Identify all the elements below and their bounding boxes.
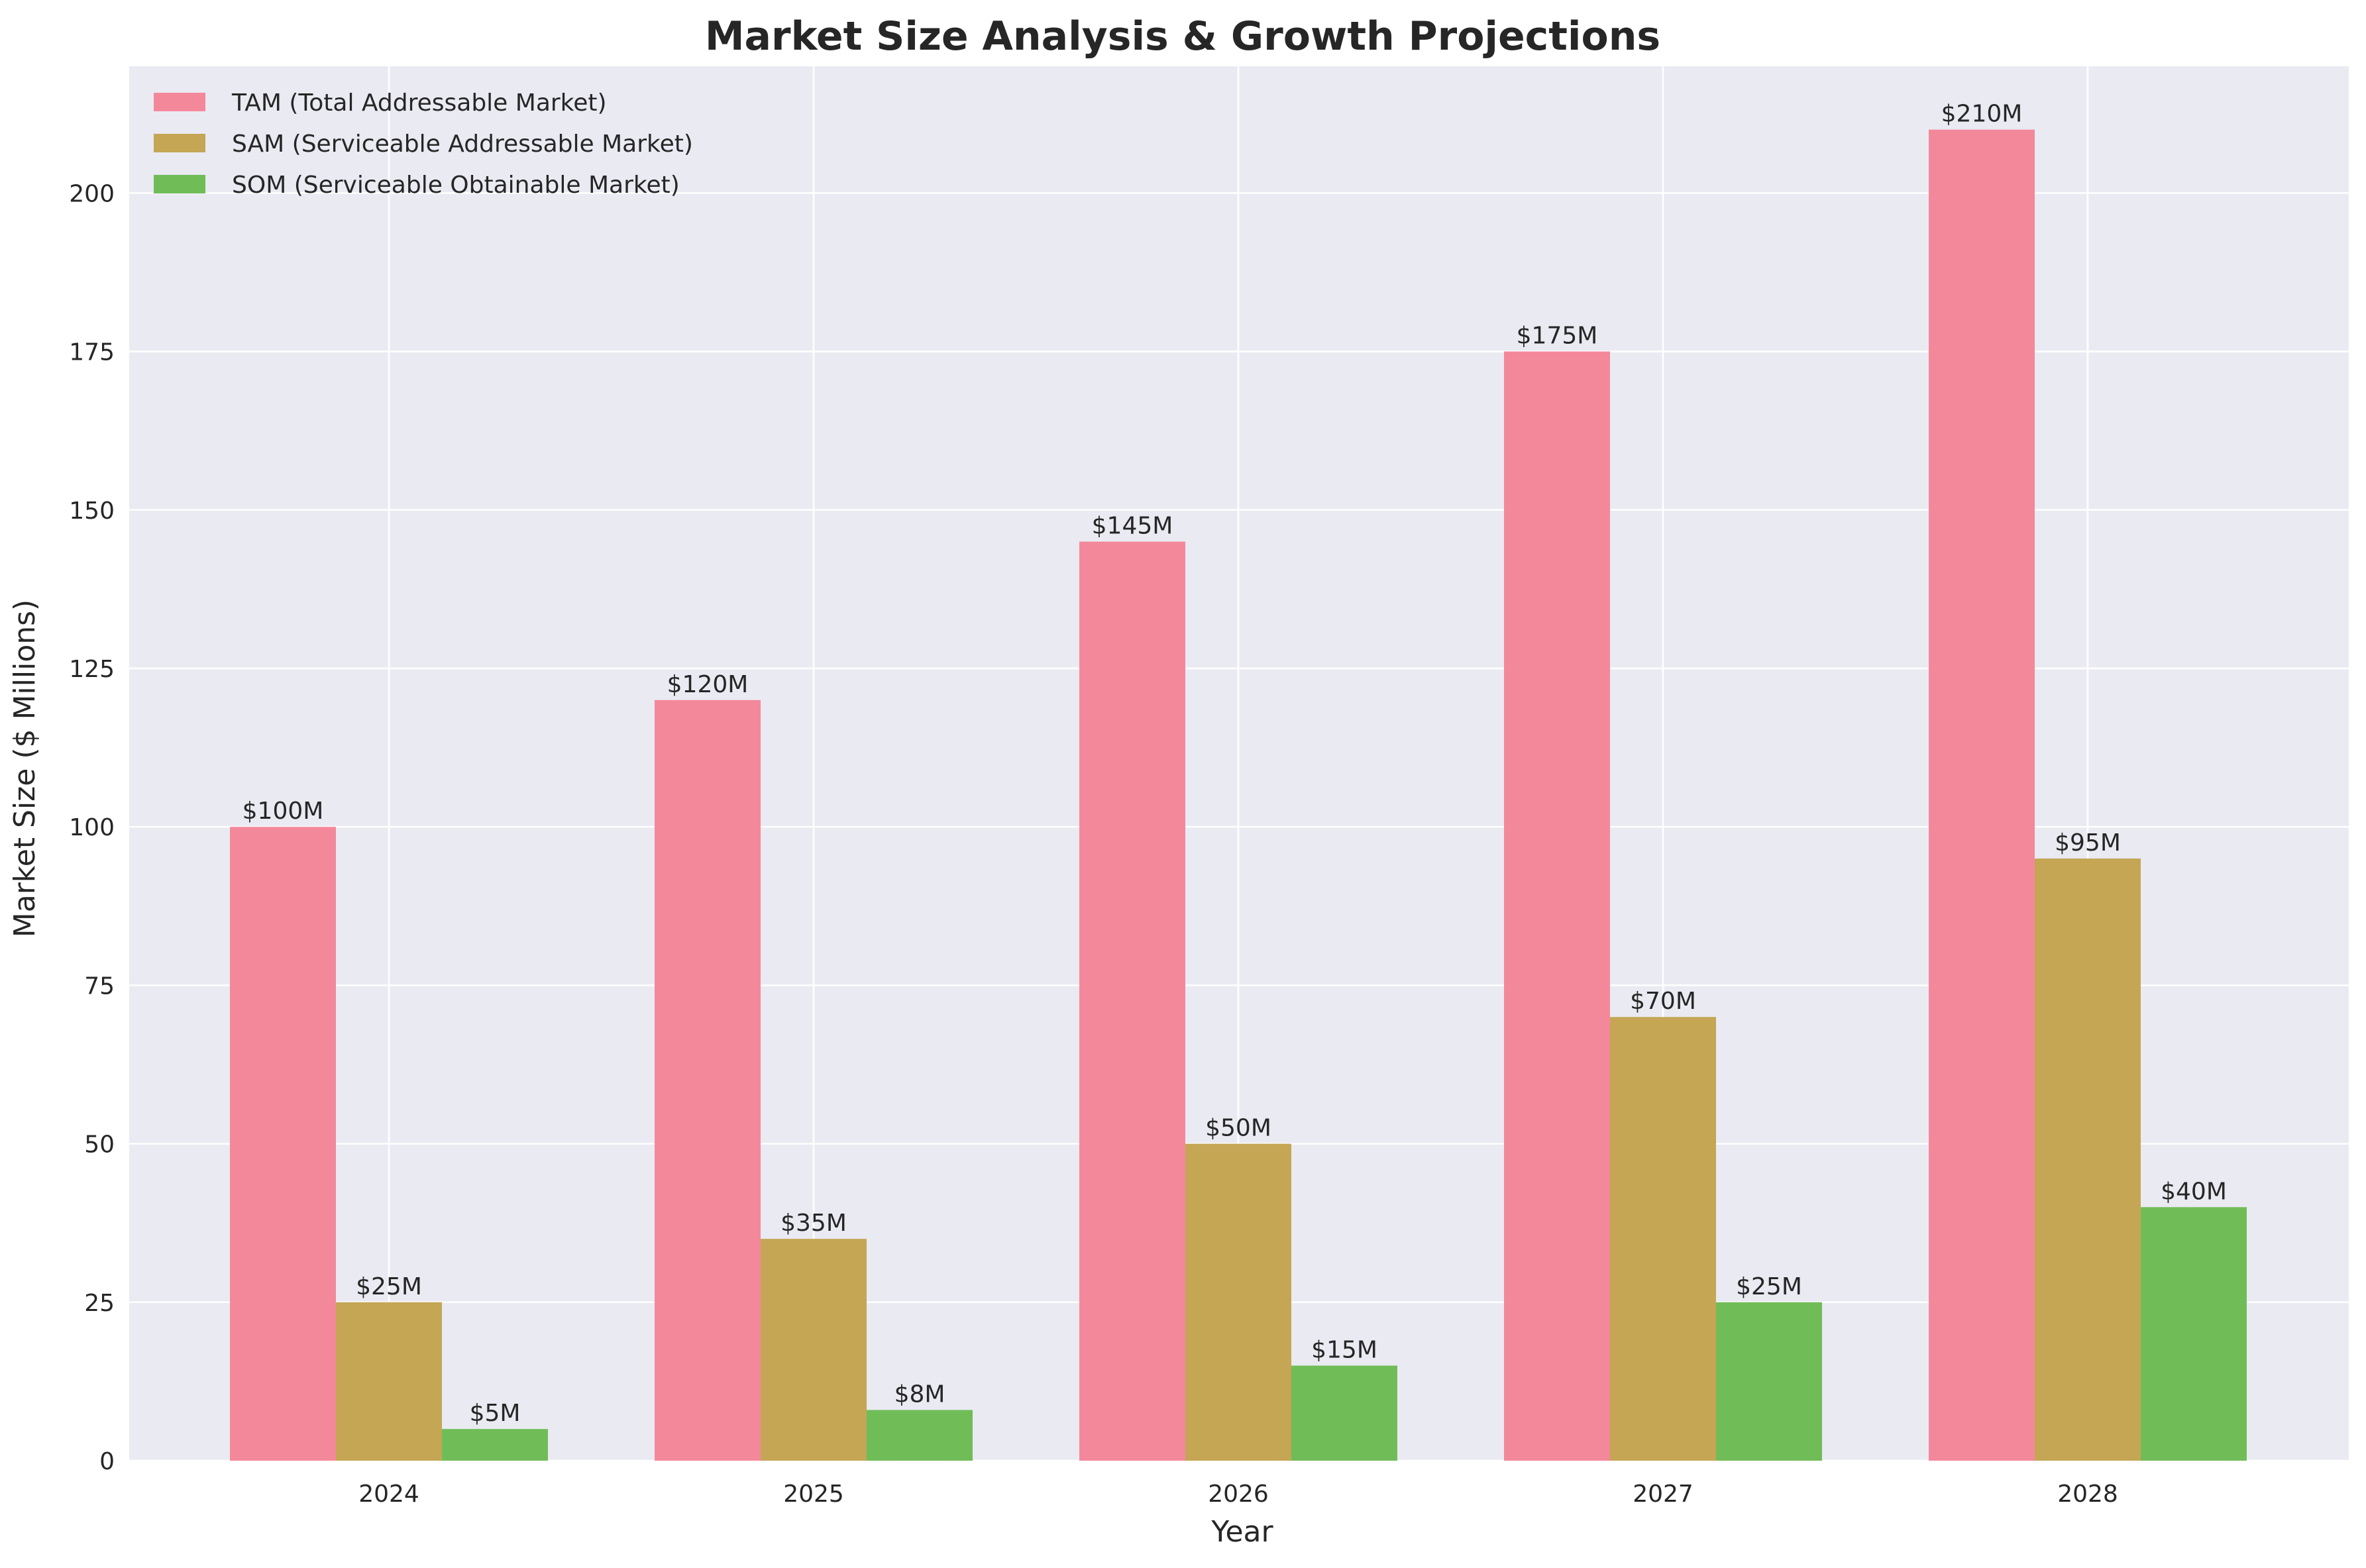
- legend-label: SOM (Serviceable Obtainable Market): [232, 172, 680, 199]
- bar-sam-2024: [336, 1302, 442, 1461]
- legend-swatch: [154, 93, 205, 111]
- y-tick-label: 0: [99, 1448, 115, 1475]
- data-label: $95M: [2055, 829, 2121, 857]
- bar-tam-2027: [1504, 351, 1610, 1461]
- x-tick-label: 2026: [1208, 1481, 1269, 1508]
- legend-swatch: [154, 175, 205, 193]
- legend-label: TAM (Total Addressable Market): [231, 89, 607, 117]
- x-tick-label: 2027: [1633, 1481, 1694, 1508]
- bars: [230, 129, 2247, 1461]
- data-label: $5M: [470, 1400, 521, 1427]
- bar-tam-2026: [1079, 541, 1185, 1461]
- bar-tam-2028: [1929, 129, 2035, 1461]
- data-label: $15M: [1311, 1336, 1377, 1363]
- data-labels: $100M $120M $145M $175M $210M $25M $35M $50M $70…: [242, 101, 2227, 1427]
- data-label: $210M: [1941, 101, 2023, 128]
- data-label: $70M: [1630, 988, 1696, 1015]
- y-tick-label: 200: [69, 180, 115, 207]
- data-label: $35M: [780, 1210, 847, 1237]
- bar-som-2028: [2141, 1207, 2247, 1461]
- bar-sam-2026: [1185, 1143, 1291, 1461]
- y-tick-label: 25: [84, 1290, 115, 1317]
- legend-label: SAM (Serviceable Addressable Market): [232, 131, 693, 158]
- x-tick-label: 2028: [2057, 1481, 2118, 1508]
- data-label: $40M: [2161, 1178, 2227, 1205]
- chart-title: Market Size Analysis & Growth Projection…: [705, 13, 1660, 60]
- bar-som-2025: [867, 1410, 973, 1461]
- y-tick-label: 100: [69, 814, 115, 841]
- bar-som-2024: [442, 1429, 548, 1461]
- bar-tam-2025: [655, 700, 761, 1461]
- y-axis-label: Market Size ($ Millions): [8, 600, 42, 937]
- data-label: $145M: [1092, 513, 1173, 540]
- bar-sam-2027: [1610, 1017, 1716, 1461]
- bar-sam-2028: [2035, 859, 2141, 1461]
- y-tick-label: 50: [84, 1131, 115, 1159]
- data-label: $120M: [667, 671, 749, 698]
- data-label: $175M: [1517, 323, 1598, 350]
- x-tick-labels: 2024 2025 2026 2027 2028: [358, 1481, 2118, 1508]
- legend: TAM (Total Addressable Market) SAM (Servi…: [154, 89, 693, 199]
- x-axis-label: Year: [1210, 1515, 1273, 1549]
- data-label: $25M: [356, 1273, 422, 1300]
- y-tick-label: 125: [69, 656, 115, 683]
- y-tick-label: 175: [69, 339, 115, 366]
- data-label: $8M: [894, 1381, 945, 1408]
- x-tick-label: 2024: [358, 1481, 419, 1508]
- x-tick-label: 2025: [783, 1481, 844, 1508]
- y-tick-label: 75: [84, 972, 115, 1000]
- y-tick-label: 150: [69, 497, 115, 525]
- bar-som-2027: [1716, 1302, 1822, 1461]
- bar-tam-2024: [230, 827, 336, 1461]
- legend-swatch: [154, 134, 205, 152]
- y-tick-labels: 0 25 50 75 100 125 150 175 200: [69, 180, 115, 1475]
- bar-som-2026: [1291, 1365, 1397, 1461]
- data-label: $25M: [1736, 1273, 1802, 1300]
- data-label: $50M: [1205, 1115, 1271, 1142]
- data-label: $100M: [242, 798, 324, 825]
- bar-sam-2025: [761, 1239, 867, 1461]
